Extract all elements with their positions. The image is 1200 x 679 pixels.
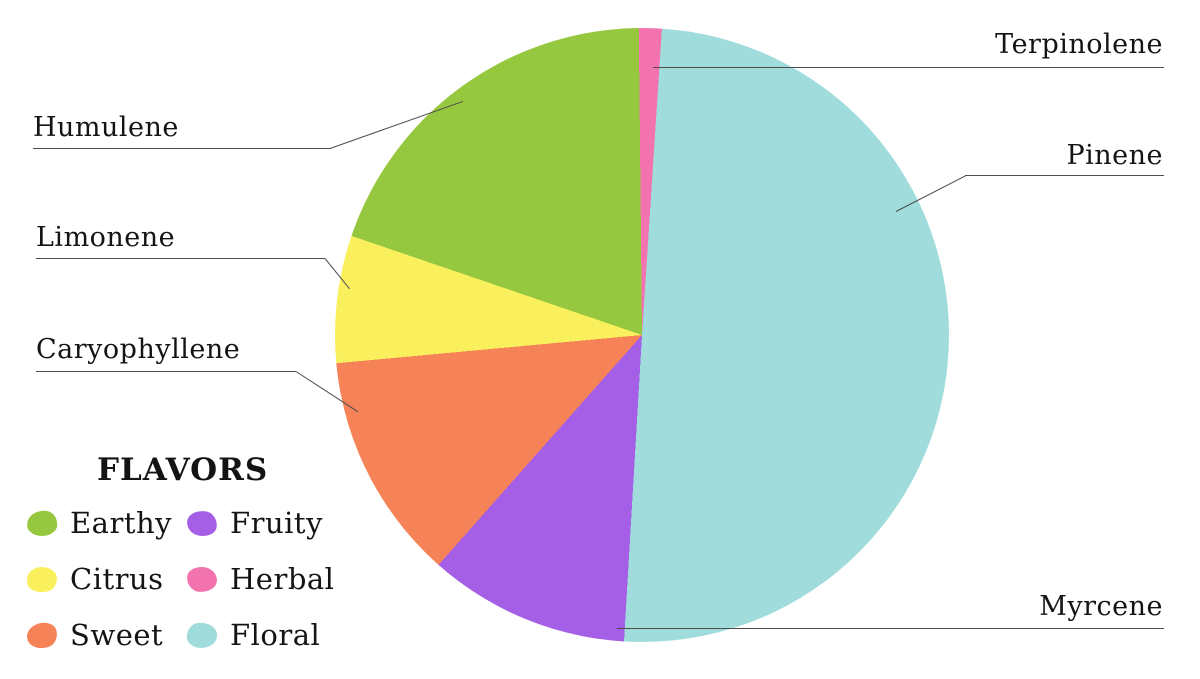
leader-line-terpinolene [653, 67, 1164, 68]
legend-label-sweet: Sweet [70, 618, 164, 652]
callout-label-caryophyllene: Caryophyllene [36, 334, 241, 365]
legend-item-fruity: Fruity [185, 505, 334, 541]
legend-label-herbal: Herbal [230, 562, 335, 596]
legend-label-floral: Floral [230, 618, 321, 652]
citrus-swatch-icon [26, 565, 58, 593]
flavor-legend: Earthy Fruity Citrus Herbal Sweet Floral [25, 505, 335, 653]
fruity-swatch-icon [185, 508, 219, 538]
floral-swatch-icon [186, 621, 218, 649]
legend-item-earthy: Earthy [25, 505, 187, 541]
legend-label-earthy: Earthy [70, 506, 173, 540]
callout-label-myrcene: Myrcene [1039, 591, 1163, 622]
legend-title: FLAVORS [97, 452, 269, 488]
callout-label-terpinolene: Terpinolene [995, 29, 1163, 60]
leader-line-caryophyllene [36, 371, 296, 372]
sweet-swatch-icon [25, 620, 59, 650]
callout-label-limonene: Limonene [36, 222, 176, 253]
earthy-swatch-icon [25, 509, 59, 537]
legend-item-floral: Floral [186, 617, 334, 653]
callout-label-humulene: Humulene [33, 112, 179, 143]
leader-line-myrcene [617, 628, 1164, 629]
legend-label-citrus: Citrus [70, 562, 164, 596]
pie-chart [335, 28, 949, 642]
callout-label-pinene: Pinene [1066, 140, 1163, 171]
herbal-swatch-icon [185, 565, 219, 593]
legend-item-citrus: Citrus [26, 561, 187, 597]
legend-item-sweet: Sweet [25, 617, 187, 653]
legend-label-fruity: Fruity [230, 506, 323, 540]
leader-line-pinene [965, 175, 1164, 176]
leader-line-limonene [36, 258, 325, 259]
legend-item-herbal: Herbal [185, 561, 335, 597]
leader-line-humulene [33, 148, 330, 149]
